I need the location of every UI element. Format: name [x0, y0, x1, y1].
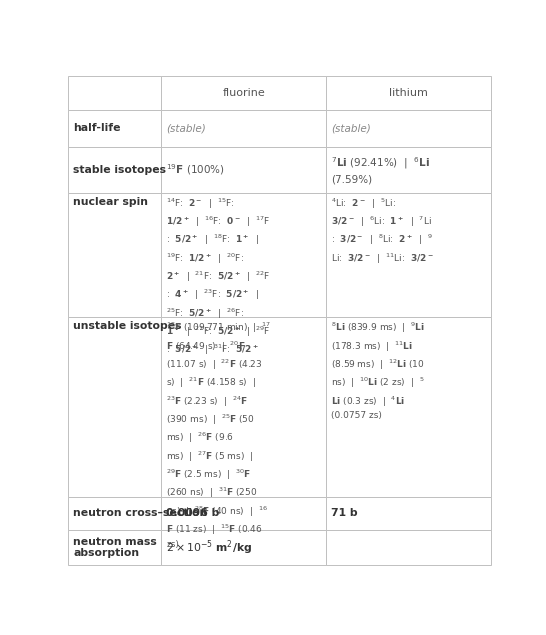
Bar: [327, 147, 491, 193]
Bar: [327, 76, 491, 110]
Bar: [162, 193, 327, 318]
Text: nuclear spin: nuclear spin: [73, 197, 149, 207]
Bar: [162, 147, 327, 193]
Text: unstable isotopes: unstable isotopes: [73, 321, 182, 331]
Text: $^{18}\mathbf{F}$ (109.771 min)  |  $^{17}$
$\mathbf{F}$ (64.49 s)  |  $^{20}\ma: $^{18}\mathbf{F}$ (109.771 min) | $^{17}…: [167, 321, 271, 549]
Bar: [162, 530, 327, 565]
Bar: [68, 193, 162, 318]
Text: neutron mass
absorption: neutron mass absorption: [73, 537, 157, 558]
Bar: [68, 110, 162, 147]
Bar: [162, 497, 327, 530]
Text: $^{8}\mathbf{Li}$ (839.9 ms)  |  $^{9}\mathbf{Li}$
(178.3 ms)  |  $^{11}\mathbf{: $^{8}\mathbf{Li}$ (839.9 ms) | $^{9}\mat…: [331, 321, 425, 420]
Text: $^{7}\mathbf{Li}$ (92.41%)  |  $^{6}\mathbf{Li}$
(7.59%): $^{7}\mathbf{Li}$ (92.41%) | $^{6}\mathb…: [331, 156, 431, 185]
Text: (stable): (stable): [331, 123, 371, 133]
Bar: [162, 318, 327, 497]
Text: (stable): (stable): [167, 123, 206, 133]
Text: fluorine: fluorine: [222, 88, 265, 98]
Bar: [327, 110, 491, 147]
Text: 71 b: 71 b: [331, 508, 358, 518]
Bar: [327, 193, 491, 318]
Text: $^{19}\mathbf{F}$ (100%): $^{19}\mathbf{F}$ (100%): [167, 163, 225, 177]
Bar: [68, 147, 162, 193]
Text: $^{14}$F:  $\mathbf{2^-}$  |  $^{15}$F:
$\mathbf{1/2^+}$  |  $^{16}$F:  $\mathbf: $^{14}$F: $\mathbf{2^-}$ | $^{15}$F: $\m…: [167, 196, 271, 358]
Bar: [327, 530, 491, 565]
Bar: [162, 110, 327, 147]
Text: stable isotopes: stable isotopes: [73, 165, 167, 175]
Bar: [162, 76, 327, 110]
Bar: [68, 530, 162, 565]
Text: neutron cross–section: neutron cross–section: [73, 508, 207, 518]
Bar: [68, 76, 162, 110]
Bar: [327, 497, 491, 530]
Bar: [327, 318, 491, 497]
Bar: [68, 318, 162, 497]
Text: lithium: lithium: [389, 88, 428, 98]
Text: half-life: half-life: [73, 123, 121, 133]
Text: $^{4}$Li:  $\mathbf{2^-}$  |  $^{5}$Li:
$\mathbf{3/2^-}$  |  $^{6}$Li:  $\mathbf: $^{4}$Li: $\mathbf{2^-}$ | $^{5}$Li: $\m…: [331, 196, 435, 265]
Bar: [68, 497, 162, 530]
Text: $2\times10^{-5}$ m$^2$/kg: $2\times10^{-5}$ m$^2$/kg: [167, 538, 253, 557]
Text: 0.0096 b: 0.0096 b: [167, 508, 220, 518]
